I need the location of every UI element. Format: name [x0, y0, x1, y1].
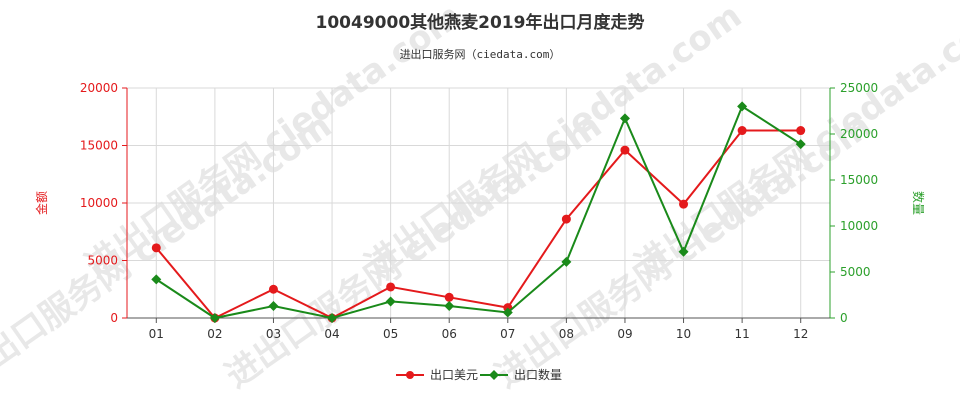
- data-point-qty-09: [619, 113, 630, 124]
- x-tick-label: 07: [500, 327, 515, 341]
- right-tick-label: 25000: [840, 81, 878, 95]
- data-point-qty-01: [151, 274, 162, 285]
- data-point-usd-06: [444, 292, 454, 302]
- data-point-usd-09: [620, 145, 630, 155]
- data-point-qty-05: [385, 296, 396, 307]
- x-tick-label: 08: [559, 327, 574, 341]
- right-tick-label: 0: [840, 311, 848, 325]
- legend-usd-marker: [406, 371, 414, 379]
- data-point-usd-08: [561, 214, 571, 224]
- data-point-usd-05: [386, 282, 396, 292]
- x-tick-label: 09: [617, 327, 632, 341]
- series-layer: [151, 101, 806, 323]
- data-point-usd-11: [737, 126, 747, 136]
- data-point-qty-11: [737, 101, 748, 112]
- data-point-qty-12: [795, 139, 806, 150]
- data-point-qty-06: [444, 301, 455, 312]
- right-tick-label: 5000: [840, 265, 871, 279]
- x-tick-label: 05: [383, 327, 398, 341]
- x-tick-label: 12: [793, 327, 808, 341]
- data-point-usd-12: [796, 126, 806, 136]
- x-tick-label: 02: [207, 327, 222, 341]
- data-point-qty-02: [209, 313, 220, 323]
- right-tick-label: 15000: [840, 173, 878, 187]
- legend-qty-marker: [489, 370, 499, 380]
- series-line-usd: [155, 129, 801, 320]
- data-point-qty-10: [678, 246, 689, 257]
- left-tick-label: 20000: [80, 81, 118, 95]
- chart-title: 10049000其他燕麦2019年出口月度走势: [316, 12, 645, 33]
- legend-usd-label: 出口美元: [430, 368, 478, 382]
- data-point-usd-03: [268, 284, 278, 294]
- data-point-usd-10: [679, 199, 689, 209]
- legend-item-usd[interactable]: 出口美元: [396, 368, 478, 382]
- legend-qty-label: 出口数量: [514, 367, 562, 382]
- x-tick-label: 11: [734, 327, 749, 341]
- x-tick-label: 03: [266, 327, 281, 341]
- right-tick-label: 20000: [840, 127, 878, 141]
- chart-subtitle: 进出口服务网（ciedata.com）: [400, 47, 561, 61]
- grid-layer: [127, 87, 830, 318]
- left-tick-label: 15000: [80, 139, 118, 153]
- left-tick-label: 10000: [80, 196, 118, 210]
- data-point-qty-07: [502, 307, 513, 318]
- left-tick-label: 0: [110, 311, 118, 325]
- axes-layer: 0 5000 10000 15000 20000 0 5000 10000 15000 20000…: [80, 81, 878, 341]
- x-tick-label: 10: [676, 327, 691, 341]
- left-tick-label: 5000: [87, 254, 118, 268]
- x-tick-label: 04: [324, 327, 339, 341]
- x-tick-label: 01: [149, 327, 164, 341]
- left-axis-title: 金额: [34, 191, 49, 215]
- legend-item-qty[interactable]: 出口数量: [480, 367, 562, 382]
- legend: 出口美元 出口数量: [396, 367, 562, 382]
- data-point-qty-04: [327, 313, 338, 323]
- series-line-qty: [155, 104, 802, 320]
- data-point-usd-01: [151, 243, 161, 253]
- data-point-qty-03: [268, 301, 279, 312]
- right-axis-title: 数量: [911, 191, 926, 215]
- right-tick-label: 10000: [840, 219, 878, 233]
- x-tick-label: 06: [442, 327, 457, 341]
- data-point-qty-08: [561, 256, 572, 267]
